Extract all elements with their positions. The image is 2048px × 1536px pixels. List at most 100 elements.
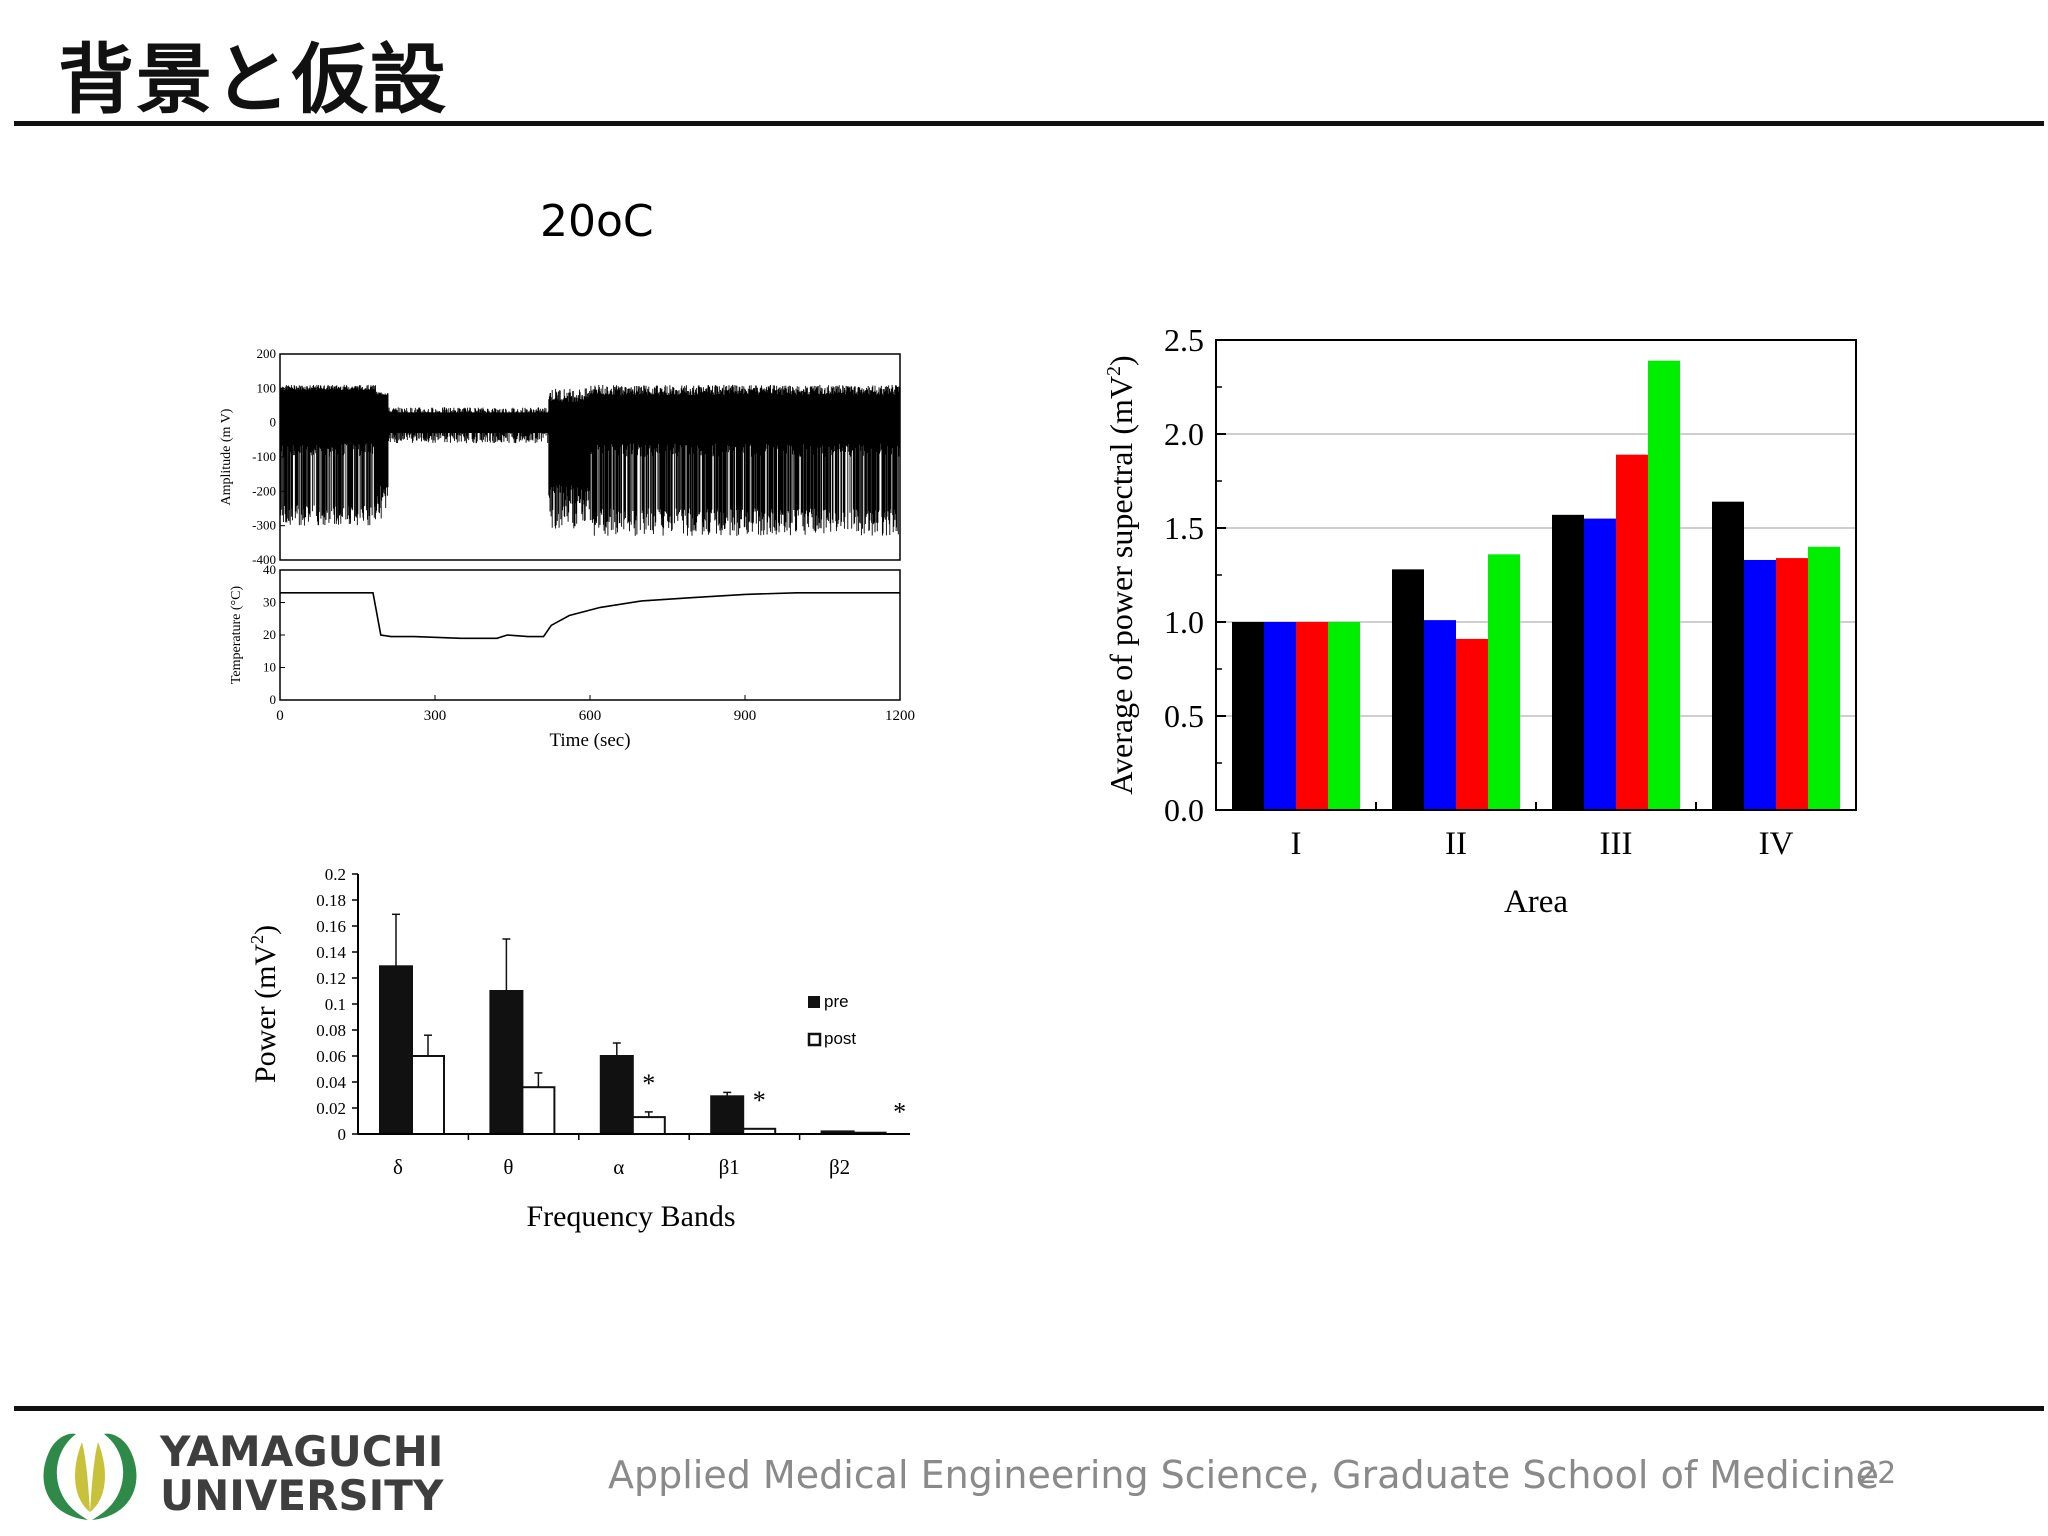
legend-post-label: post: [824, 1029, 856, 1048]
amplitude-signal: [279, 384, 900, 536]
frequency-chart-y-tick-label: 0.16: [316, 917, 346, 936]
area-chart-y-tick-label: 1.5: [1164, 510, 1204, 546]
frequency-chart-legend: pre post: [807, 992, 856, 1048]
frequency-chart-y-tick-label: 0.08: [316, 1021, 346, 1040]
area-chart-bar: [1744, 559, 1776, 810]
area-chart-bars: [1232, 360, 1840, 810]
amplitude-axis-label: Amplitude (m V): [219, 408, 234, 505]
temperature-y-ticks: 40 30 20 10 0: [263, 562, 285, 707]
time-x-ticks: 0 300 600 900 1200: [276, 695, 915, 724]
amplitude-y-tick-label: -200: [252, 483, 276, 498]
time-x-tick-label: 0: [276, 708, 284, 724]
area-chart-bar: [1776, 558, 1808, 810]
area-chart-x-tick-label: II: [1445, 826, 1467, 862]
frequency-chart-x-tick-label: α: [613, 1155, 624, 1179]
frequency-chart-x-axis-label: Frequency Bands: [526, 1200, 735, 1233]
area-chart-y-label-main: Average of power supectral (mV: [1103, 376, 1139, 795]
area-chart-y-tick-label: 0.0: [1164, 792, 1204, 828]
frequency-chart-y-tick-label: 0.06: [316, 1047, 346, 1066]
amplitude-trace: [279, 384, 900, 536]
significance-marker: *: [753, 1086, 766, 1115]
university-name-line2: UNIVERSITY: [160, 1471, 444, 1520]
frequency-chart-x-ticks: δ θ α β1 β2: [393, 1134, 850, 1179]
significance-marker: *: [642, 1069, 655, 1098]
slide-title: 背景と仮設: [58, 35, 448, 124]
area-chart-bar: [1616, 454, 1648, 810]
significance-marker: *: [893, 1098, 906, 1127]
area-chart-x-tick-label: I: [1291, 826, 1302, 862]
area-chart-bar: [1296, 622, 1328, 810]
university-logo: [43, 1433, 137, 1520]
frequency-chart-bars: * * *: [379, 913, 906, 1136]
frequency-chart-x-tick-label: β2: [829, 1155, 850, 1179]
time-x-tick-label: 600: [579, 708, 602, 724]
area-chart-bar: [1264, 622, 1296, 810]
university-name: YAMAGUCHI UNIVERSITY: [160, 1430, 443, 1518]
amplitude-y-tick-label: 100: [257, 380, 277, 395]
temperature-y-tick-label: 30: [263, 595, 276, 610]
frequency-chart-y-label-superscript: 2: [247, 935, 267, 944]
area-chart-bar: [1584, 518, 1616, 810]
frequency-chart-y-tick-label: 0.18: [316, 891, 346, 910]
frequency-chart-y-tick-label: 0.02: [316, 1099, 346, 1118]
slide-subtitle: 20oC: [540, 196, 654, 247]
area-chart-bar: [1392, 569, 1424, 810]
area-chart-bar: [1456, 638, 1488, 810]
area-chart-x-axis-label: Area: [1504, 884, 1568, 920]
frequency-chart-y-tick-label: 0.14: [316, 943, 346, 962]
frequency-chart-y-ticks: 0 0.02 0.04 0.06 0.08 0.1 0.12 0.14 0.16 0.18 0.2: [316, 865, 358, 1144]
frequency-chart-y-label-close: ): [249, 925, 282, 935]
area-chart-bar: [1712, 501, 1744, 810]
area-chart-bar: [1488, 554, 1520, 810]
frequency-chart-bar: [521, 1086, 556, 1135]
area-chart-y-tick-label: 2.0: [1164, 416, 1204, 452]
temperature-y-tick-label: 20: [263, 627, 276, 642]
frequency-chart-x-tick-label: θ: [503, 1155, 513, 1179]
area-chart-y-label-close: ): [1103, 355, 1139, 366]
temperature-plot-frame: [279, 569, 901, 701]
frequency-chart-bar: [710, 1095, 745, 1136]
amplitude-y-tick-label: 200: [257, 346, 277, 361]
area-chart-y-tick-label: 2.5: [1164, 322, 1204, 358]
temperature-y-tick-label: 10: [263, 660, 276, 675]
legend-pre-label: pre: [824, 992, 849, 1011]
area-chart-x-ticks: I II III IV: [1291, 802, 1794, 862]
frequency-chart-y-axis-label: Power (mV2): [247, 925, 282, 1083]
frequency-band-bar-chart: 00.020.040.060.080.10.120.140.160.180.2 …: [247, 865, 910, 1233]
area-chart-x-tick-label: IV: [1759, 826, 1794, 862]
time-x-tick-label: 300: [424, 708, 447, 724]
time-axis-label: Time (sec): [549, 730, 630, 751]
temperature-axis-label: Temperature (°C): [229, 586, 244, 685]
frequency-chart-bar: [631, 1116, 666, 1136]
frequency-chart-bar: [379, 965, 413, 1135]
frequency-chart-x-tick-label: δ: [393, 1155, 403, 1179]
temperature-y-tick-label: 40: [263, 562, 276, 577]
frequency-chart-y-tick-label: 0.12: [316, 969, 346, 988]
frequency-chart-bar: [599, 1055, 634, 1135]
footer-divider: [14, 1406, 2044, 1411]
area-chart-y-ticks: 0.0 0.5 1.0 1.5 2.0 2.5: [1164, 322, 1226, 828]
area-chart-bar: [1232, 622, 1264, 810]
area-chart-bar: [1424, 620, 1456, 810]
frequency-chart-x-tick-label: β1: [719, 1155, 740, 1179]
area-power-bar-chart: 0.00.51.01.52.02.5 I II III IV Average of p…: [1103, 322, 1857, 920]
area-chart-bar: [1552, 514, 1584, 810]
temperature-y-tick-label: 0: [270, 692, 277, 707]
title-divider: [14, 121, 2044, 126]
area-chart-y-tick-label: 1.0: [1164, 604, 1204, 640]
page-number: 22: [1858, 1456, 1897, 1491]
area-chart-x-tick-label: III: [1600, 826, 1633, 862]
area-chart-bar: [1328, 622, 1360, 810]
amplitude-y-tick-label: -100: [252, 449, 276, 464]
legend-post-swatch: [807, 1032, 822, 1047]
area-chart-y-tick-label: 0.5: [1164, 698, 1204, 734]
frequency-chart-bar: [489, 990, 524, 1135]
time-x-tick-label: 900: [734, 708, 757, 724]
frequency-chart-bar: [411, 1055, 445, 1135]
footer-department: Applied Medical Engineering Science, Gra…: [608, 1453, 1880, 1497]
temperature-trace: [280, 592, 900, 640]
amplitude-y-tick-label: 0: [270, 415, 277, 430]
frequency-chart-y-label-main: Power (mV: [249, 944, 282, 1083]
legend-pre-swatch: [808, 996, 820, 1008]
area-chart-bar: [1648, 360, 1680, 810]
